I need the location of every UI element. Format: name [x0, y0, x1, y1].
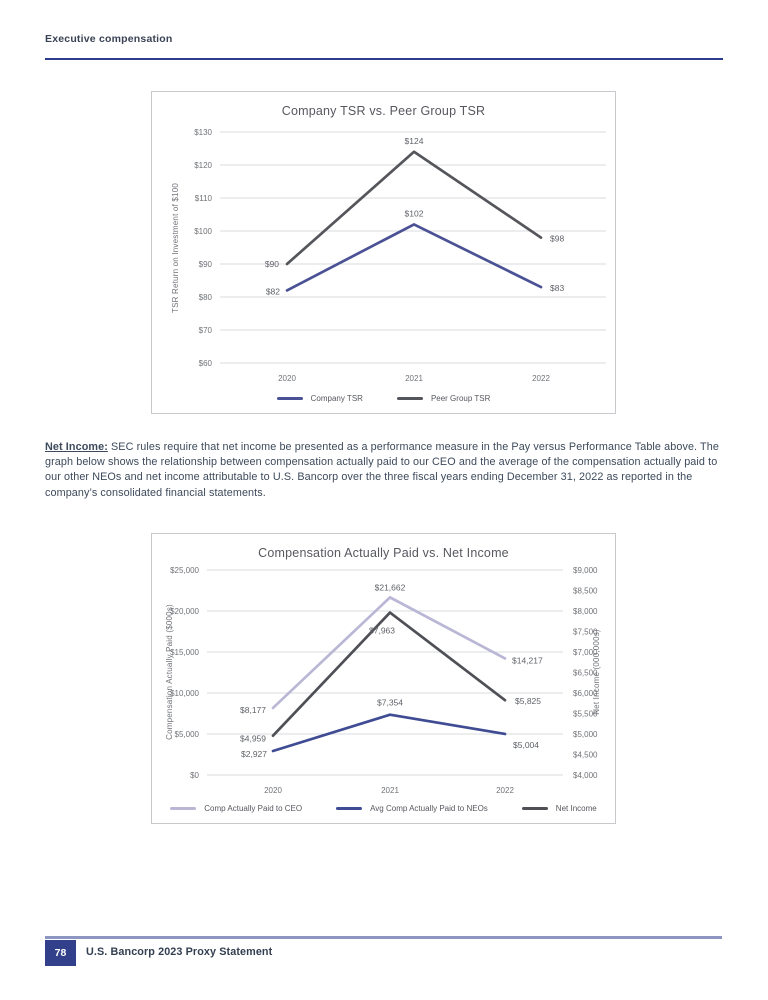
series-line [271, 611, 507, 738]
legend-item: Company TSR [276, 394, 363, 403]
x-axis-category-label: 2021 [405, 374, 423, 383]
x-axis-category-label: 2020 [264, 786, 282, 795]
header-divider [45, 58, 723, 60]
page-section-title: Executive compensation [45, 33, 173, 45]
data-point-label: $8,177 [240, 705, 266, 715]
left-axis-tick-label: $110 [195, 194, 213, 203]
data-point-label: $21,662 [375, 582, 406, 592]
tsr-chart-legend: Company TSR Peer Group TSR [152, 394, 615, 403]
net-income-paragraph: Net Income: SEC rules require that net i… [45, 440, 727, 501]
legend-line-swatch [396, 397, 423, 400]
legend-label: Avg Comp Actually Paid to NEOs [370, 804, 488, 813]
right-axis-tick-label: $7,000 [573, 648, 598, 657]
left-axis-tick-label: $70 [199, 326, 213, 335]
legend-item: Net Income [521, 804, 597, 813]
right-axis-tick-label: $6,500 [573, 669, 598, 678]
net-income-body: SEC rules require that net income be pre… [45, 441, 719, 499]
legend-line-swatch [336, 807, 363, 810]
tsr-chart: $130 $120 $110 $100 $90 $80 $70 $60 2020 2021 2022… [171, 128, 606, 383]
right-axis-tick-label: $6,000 [573, 689, 598, 698]
legend-item: Avg Comp Actually Paid to NEOs [336, 804, 488, 813]
cap-chart-card: $25,000 $20,000 $15,000 $10,000 $5,000 $0 $9,0… [151, 533, 616, 824]
left-axis-tick-label: $90 [199, 260, 213, 269]
series-line [285, 223, 543, 292]
data-point-label: $2,927 [241, 749, 267, 759]
data-point-label: $83 [550, 283, 564, 293]
legend-item: Peer Group TSR [396, 394, 491, 403]
cap-chart-title: Compensation Actually Paid vs. Net Incom… [258, 546, 509, 560]
legend-label: Peer Group TSR [430, 394, 491, 403]
right-axis-tick-label: $8,000 [573, 607, 598, 616]
data-point-label: $14,217 [512, 655, 543, 665]
data-point-label: $98 [550, 234, 564, 244]
series-line [285, 150, 543, 266]
left-axis-tick-label: $60 [199, 359, 213, 368]
right-axis-tick-label: $5,500 [573, 710, 598, 719]
left-axis-tick-label: $10,000 [170, 689, 199, 698]
data-point-label: $7,963 [369, 626, 395, 636]
left-axis-tick-label: $130 [194, 128, 212, 137]
data-point-label: $4,959 [240, 734, 266, 744]
left-axis-title: TSR Return on Investment of $100 [171, 183, 180, 313]
left-axis-title: Compensation Actually Paid ($000s) [165, 604, 174, 740]
legend-line-swatch [521, 807, 548, 810]
right-axis-tick-label: $8,500 [573, 587, 598, 596]
right-axis-tick-label: $9,000 [573, 566, 598, 575]
series-line [271, 713, 507, 753]
right-axis-tick-label: $7,500 [573, 628, 598, 637]
data-point-label: $5,825 [515, 696, 541, 706]
right-axis-tick-label: $5,000 [573, 730, 598, 739]
page-number-badge: 78 [45, 940, 76, 966]
data-point-label: $90 [265, 259, 279, 269]
legend-label: Company TSR [310, 394, 363, 403]
x-axis-category-label: 2022 [496, 786, 514, 795]
footer-document-title: U.S. Bancorp 2023 Proxy Statement [86, 946, 273, 958]
tsr-chart-title: Company TSR vs. Peer Group TSR [281, 104, 486, 118]
left-axis-tick-label: $120 [194, 161, 212, 170]
legend-line-swatch [170, 807, 197, 810]
net-income-lead: Net Income: [45, 441, 108, 453]
legend-label: Net Income [555, 804, 597, 813]
cap-chart-legend: Comp Actually Paid to CEO Avg Comp Actual… [152, 804, 615, 813]
data-point-label: $5,004 [513, 740, 539, 750]
left-axis-tick-label: $100 [194, 227, 212, 236]
left-axis-tick-label: $20,000 [170, 607, 199, 616]
footer-divider [45, 936, 722, 939]
right-axis-tick-label: $4,500 [573, 751, 598, 760]
tsr-chart-card: $130 $120 $110 $100 $90 $80 $70 $60 2020 2021 2022… [151, 91, 616, 414]
left-axis-tick-label: $25,000 [170, 566, 199, 575]
data-point-label: $7,354 [377, 698, 403, 708]
x-axis-category-label: 2021 [381, 786, 399, 795]
left-axis-tick-label: $0 [190, 771, 199, 780]
left-axis-tick-label: $5,000 [175, 730, 200, 739]
left-axis-tick-label: $80 [199, 293, 213, 302]
right-axis-title: Net Income (000,000s) [592, 629, 601, 715]
series-line [271, 596, 507, 710]
left-axis-tick-label: $15,000 [170, 648, 199, 657]
right-axis-tick-label: $4,000 [573, 771, 598, 780]
data-point-label: $124 [405, 136, 424, 146]
x-axis-category-label: 2020 [278, 374, 296, 383]
data-point-label: $82 [266, 286, 280, 296]
legend-label: Comp Actually Paid to CEO [204, 804, 303, 813]
legend-item: Comp Actually Paid to CEO [170, 804, 302, 813]
legend-line-swatch [276, 397, 303, 400]
data-point-label: $102 [405, 208, 424, 218]
x-axis-category-label: 2022 [532, 374, 550, 383]
cap-chart: $25,000 $20,000 $15,000 $10,000 $5,000 $0 $9,0… [165, 566, 601, 795]
